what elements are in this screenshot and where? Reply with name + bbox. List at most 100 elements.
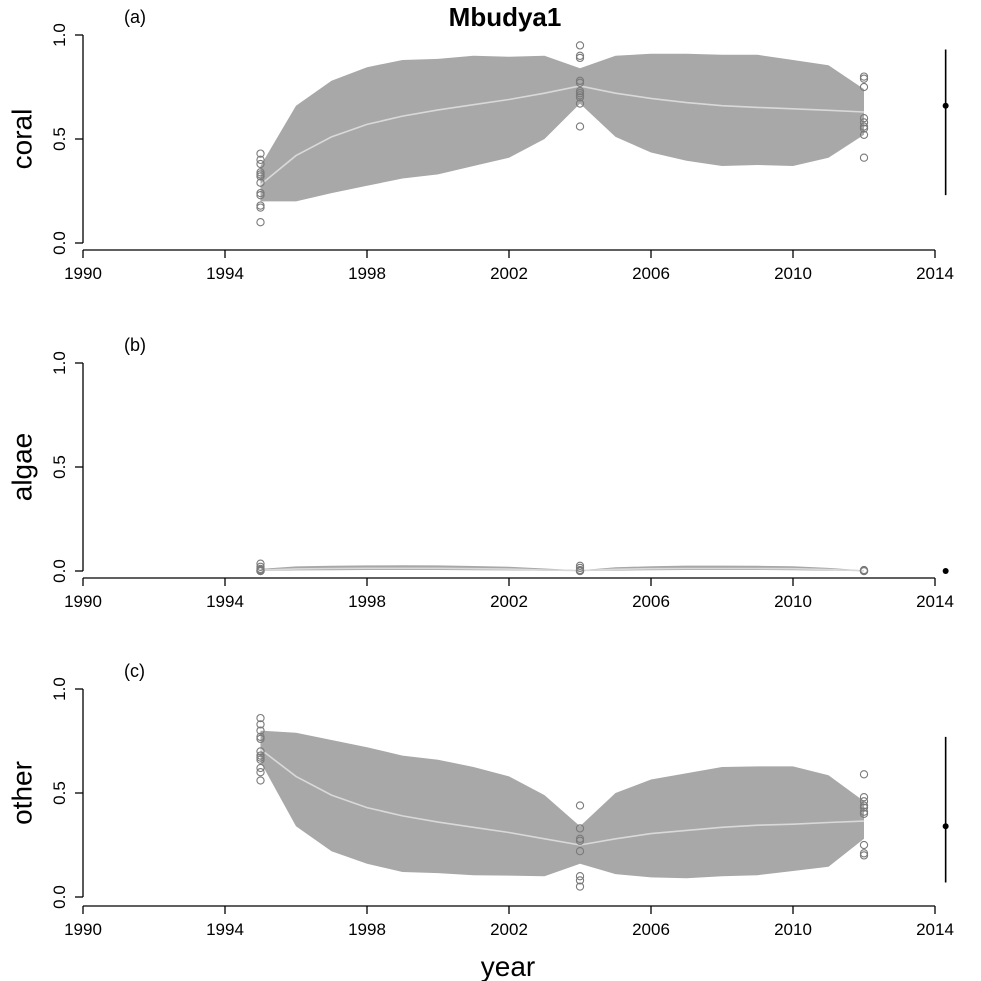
data-point bbox=[859, 770, 869, 779]
data-point bbox=[859, 114, 869, 123]
panel-label: (a) bbox=[124, 7, 146, 27]
data-point bbox=[256, 720, 265, 729]
data-point bbox=[859, 82, 869, 92]
x-tick-label: 2010 bbox=[774, 592, 812, 611]
data-point bbox=[256, 753, 265, 762]
data-point bbox=[256, 747, 265, 756]
data-point bbox=[575, 872, 585, 881]
data-point bbox=[859, 124, 869, 133]
summary-point bbox=[942, 102, 949, 109]
data-point bbox=[575, 91, 585, 100]
data-point bbox=[256, 149, 265, 158]
x-tick-label: 2014 bbox=[916, 592, 954, 611]
x-tick-label: 2002 bbox=[490, 920, 528, 939]
y-tick-label: 0.0 bbox=[50, 885, 69, 909]
data-point bbox=[859, 803, 869, 812]
data-point bbox=[859, 851, 869, 860]
data-point bbox=[575, 563, 585, 573]
credible-band bbox=[260, 730, 864, 879]
data-point bbox=[575, 561, 585, 570]
data-point bbox=[575, 847, 585, 856]
x-tick-label: 2006 bbox=[632, 264, 670, 283]
x-tick-label: 1994 bbox=[206, 264, 244, 283]
y-tick-label: 0.5 bbox=[50, 127, 69, 151]
data-point bbox=[859, 849, 869, 858]
mean-line bbox=[260, 748, 865, 846]
data-point bbox=[859, 807, 869, 816]
data-point bbox=[575, 122, 585, 131]
x-tick-label: 1998 bbox=[348, 264, 386, 283]
data-point bbox=[256, 191, 265, 200]
credible-band bbox=[260, 53, 864, 202]
data-point bbox=[575, 566, 585, 576]
panel-label: (c) bbox=[124, 661, 145, 681]
data-point bbox=[859, 793, 869, 802]
summary-point bbox=[942, 823, 949, 830]
data-point bbox=[859, 840, 869, 850]
data-point bbox=[256, 768, 265, 777]
data-point bbox=[859, 153, 869, 162]
data-point bbox=[256, 168, 265, 177]
data-point bbox=[256, 172, 265, 181]
data-point bbox=[859, 122, 869, 131]
x-axis-label: year bbox=[481, 951, 535, 981]
data-point bbox=[575, 824, 585, 833]
data-point bbox=[575, 53, 585, 63]
data-point bbox=[256, 734, 265, 744]
x-tick-label: 2002 bbox=[490, 264, 528, 283]
data-point bbox=[256, 726, 265, 735]
data-point bbox=[575, 836, 585, 845]
data-point bbox=[256, 203, 265, 212]
data-point bbox=[256, 159, 265, 169]
y-tick-label: 1.0 bbox=[50, 351, 69, 375]
x-tick-label: 1994 bbox=[206, 592, 244, 611]
data-point bbox=[859, 72, 869, 81]
x-tick-label: 2002 bbox=[490, 592, 528, 611]
data-point bbox=[575, 78, 585, 87]
data-point bbox=[859, 118, 869, 127]
credible-band bbox=[260, 565, 864, 571]
data-point bbox=[859, 801, 869, 810]
y-tick-label: 0.0 bbox=[50, 559, 69, 583]
x-tick-label: 1990 bbox=[64, 920, 102, 939]
y-axis-label: algae bbox=[7, 433, 38, 502]
data-point bbox=[859, 797, 869, 806]
x-tick-label: 1994 bbox=[206, 920, 244, 939]
data-point bbox=[256, 763, 265, 773]
data-point bbox=[575, 93, 585, 102]
x-tick-label: 2014 bbox=[916, 920, 954, 939]
y-tick-label: 1.0 bbox=[50, 23, 69, 47]
chart-title: Mbudya1 bbox=[449, 2, 562, 32]
data-point bbox=[256, 776, 265, 785]
panel-other: 0.0 0.5 1.0 1990 1994 1998 2002 2006 2010 2014 oth… bbox=[7, 661, 954, 939]
x-tick-label: 2010 bbox=[774, 920, 812, 939]
x-tick-label: 2014 bbox=[916, 264, 954, 283]
data-point bbox=[256, 713, 265, 723]
data-point bbox=[256, 178, 265, 187]
x-tick-label: 1998 bbox=[348, 920, 386, 939]
data-point bbox=[256, 732, 265, 741]
data-point bbox=[575, 89, 585, 98]
x-tick-label: 1990 bbox=[64, 264, 102, 283]
data-point bbox=[859, 809, 869, 818]
y-tick-label: 1.0 bbox=[50, 677, 69, 701]
data-point bbox=[575, 882, 585, 891]
data-point bbox=[256, 155, 265, 164]
y-axis-label: coral bbox=[7, 109, 38, 170]
data-point bbox=[256, 218, 265, 227]
data-point bbox=[575, 801, 585, 810]
panel-coral: 0.0 0.5 1.0 1990 1994 1998 2002 2006 2010 2014 cor… bbox=[7, 7, 954, 283]
panel-algae: 0.0 0.5 1.0 1990 1994 1998 2002 2006 2010 2014 alg… bbox=[7, 335, 954, 611]
y-tick-label: 0.0 bbox=[50, 231, 69, 255]
data-point bbox=[256, 188, 265, 198]
data-point bbox=[256, 755, 265, 764]
panel-label: (b) bbox=[124, 335, 146, 355]
y-tick-label: 0.5 bbox=[50, 455, 69, 479]
data-point bbox=[859, 74, 869, 83]
data-point bbox=[256, 562, 265, 571]
x-tick-label: 2006 bbox=[632, 920, 670, 939]
x-tick-label: 2006 bbox=[632, 592, 670, 611]
data-point bbox=[575, 876, 585, 885]
